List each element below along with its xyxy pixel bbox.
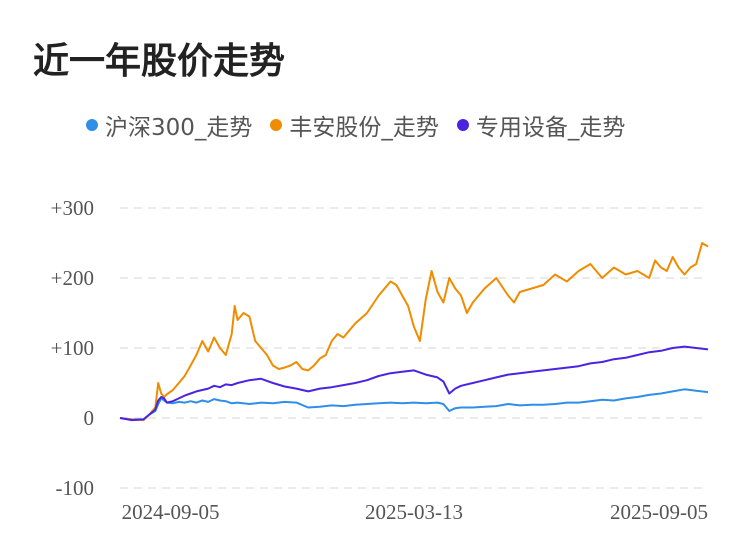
series-line-0[interactable] xyxy=(119,388,709,421)
legend-marker-equipment xyxy=(456,119,469,131)
legend-label-equipment: 专用设备_走势 xyxy=(475,115,626,141)
y-tick-label: -100 xyxy=(56,476,95,500)
chart-title: 近一年股价走势 xyxy=(33,41,286,82)
y-tick-label: 0 xyxy=(84,406,95,430)
legend-item-fengan[interactable]: 丰安股份_走势 xyxy=(270,108,439,142)
x-tick-label: 2024-09-05 xyxy=(122,500,220,524)
legend-item-equipment[interactable]: 专用设备_走势 xyxy=(456,108,626,142)
legend-label-fengan: 丰安股份_走势 xyxy=(289,115,439,141)
y-tick-label: +100 xyxy=(51,336,94,360)
legend-label-hs300: 沪深300_走势 xyxy=(105,115,253,141)
grid-layer xyxy=(120,207,708,489)
series-layer xyxy=(119,242,709,422)
legend: 沪深300_走势 丰安股份_走势 专用设备_走势 xyxy=(86,108,643,142)
series-line-2[interactable] xyxy=(119,345,709,422)
x-tick-label: 2025-03-13 xyxy=(365,500,463,524)
legend-marker-hs300 xyxy=(86,119,98,131)
x-axis-ticks: 2024-09-05 2025-03-13 2025-09-05 xyxy=(122,500,708,524)
legend-marker-fengan xyxy=(270,119,283,131)
legend-item-hs300[interactable]: 沪深300_走势 xyxy=(86,108,252,142)
y-axis-ticks: +300 +200 +100 0 -100 xyxy=(51,196,94,500)
series-line-1[interactable] xyxy=(119,242,709,422)
y-tick-label: +200 xyxy=(51,266,94,290)
y-tick-label: +300 xyxy=(51,196,94,220)
x-tick-label: 2025-09-05 xyxy=(610,500,708,524)
